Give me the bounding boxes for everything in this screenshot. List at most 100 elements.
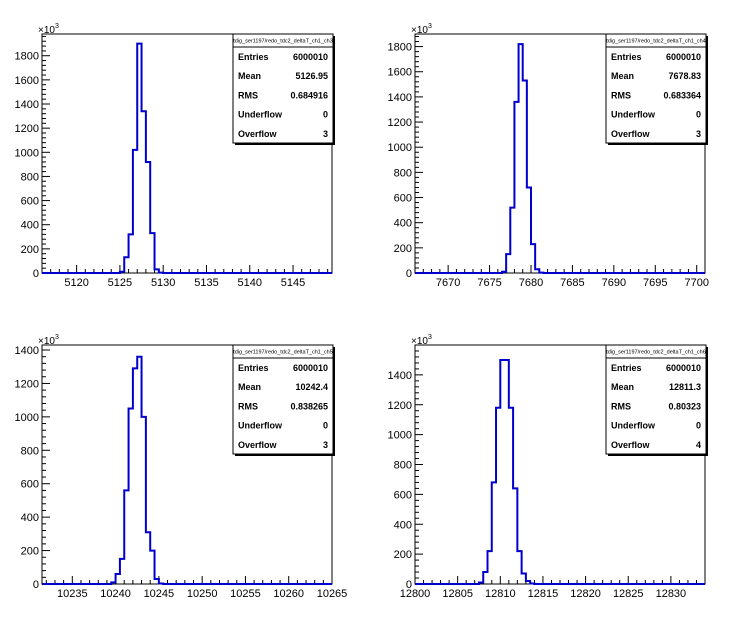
y-tick-label: 1400 bbox=[388, 370, 412, 382]
y-tick-label: 1400 bbox=[388, 92, 412, 104]
x-tick-label: 5130 bbox=[151, 277, 175, 289]
stats-row-label: Entries bbox=[611, 52, 642, 62]
stats-row-value: 12811.3 bbox=[669, 382, 701, 392]
y-tick-label: 600 bbox=[394, 193, 412, 205]
stats-box-shadow-right bbox=[333, 36, 335, 145]
stats-row-label: Mean bbox=[611, 382, 634, 392]
y-tick-label: 1800 bbox=[15, 51, 39, 63]
y-tick-label: 600 bbox=[21, 196, 39, 208]
stats-box: tdig_ser1197/redo_tdc2_deltaT_ch1_ch4 Ent… bbox=[605, 33, 708, 145]
stats-row-value: 10242.4 bbox=[295, 382, 328, 392]
stats-box-title: tdig_ser1197/redo_tdc2_deltaT_ch1_ch4 bbox=[606, 39, 706, 45]
x-tick-label: 7675 bbox=[477, 277, 501, 289]
x-tick-label: 7685 bbox=[560, 277, 584, 289]
stats-row-value: 6000010 bbox=[293, 52, 328, 62]
stats-row-label: Overflow bbox=[611, 129, 651, 139]
y-axis-exponent: ×103 bbox=[38, 23, 59, 36]
y-tick-label: 400 bbox=[21, 512, 39, 524]
y-tick-label: 400 bbox=[21, 220, 39, 232]
x-tick-label: 7670 bbox=[436, 277, 460, 289]
x-tick-label: 7690 bbox=[602, 277, 626, 289]
stats-row-value: 0.80323 bbox=[668, 401, 701, 411]
stats-row-value: 0 bbox=[696, 421, 701, 431]
y-tick-label: 0 bbox=[33, 579, 39, 591]
histogram-series bbox=[415, 43, 705, 274]
y-tick-label: 800 bbox=[394, 167, 412, 179]
histogram-panel-4: 0 200 400 600 800 1000 1200 1400 12800 12805 12810… bbox=[388, 334, 708, 600]
y-tick-label: 1200 bbox=[15, 123, 39, 135]
stats-row-value: 3 bbox=[696, 129, 701, 139]
y-tick-label: 1200 bbox=[388, 400, 412, 412]
stats-row-label: Overflow bbox=[238, 129, 278, 139]
exponent-times: × bbox=[38, 25, 44, 36]
x-tick-label: 7680 bbox=[519, 277, 543, 289]
y-tick-label: 200 bbox=[21, 244, 39, 256]
stats-box-frame bbox=[232, 344, 334, 455]
x-tick-label: 10260 bbox=[273, 588, 304, 600]
exponent-base: 10 bbox=[417, 336, 429, 347]
stats-row-value: 3 bbox=[323, 129, 328, 139]
histogram-series bbox=[415, 358, 705, 585]
stats-row-value: 0.838265 bbox=[290, 401, 328, 411]
y-axis-exponent: ×103 bbox=[411, 334, 432, 347]
stats-box-title: tdig_ser1197/redo_tdc2_deltaT_ch1_ch3 bbox=[233, 39, 333, 45]
x-tick-label: 5140 bbox=[238, 277, 262, 289]
histogram-panel-1: 0 200 400 600 800 1000 1200 1400 1600 1800 5120 512… bbox=[15, 23, 335, 289]
stats-row-value: 6000010 bbox=[666, 363, 701, 373]
stats-box: tdig_ser1197/redo_tdc2_deltaT_ch1_ch3 Ent… bbox=[232, 33, 335, 145]
stats-box-title: tdig_ser1197/redo_tdc2_deltaT_ch1_ch5 bbox=[233, 350, 333, 356]
stats-row-label: RMS bbox=[611, 90, 631, 100]
y-tick-label: 1600 bbox=[388, 67, 412, 79]
stats-row-label: Entries bbox=[238, 363, 269, 373]
stats-box: tdig_ser1197/redo_tdc2_deltaT_ch1_ch5 Ent… bbox=[232, 344, 335, 456]
stats-row-label: Mean bbox=[611, 71, 634, 81]
exponent-base: 10 bbox=[44, 336, 56, 347]
stats-row-label: RMS bbox=[238, 90, 258, 100]
stats-row-value: 0 bbox=[696, 110, 701, 120]
histogram-panel-2: 0 200 400 600 800 1000 1200 1400 1600 1800 7670 767… bbox=[388, 23, 709, 289]
histogram-series bbox=[42, 355, 332, 585]
x-tick-label: 7695 bbox=[643, 277, 667, 289]
stats-row-value: 7678.83 bbox=[668, 71, 701, 81]
x-tick-label: 10255 bbox=[230, 588, 261, 600]
x-tick-label: 10240 bbox=[100, 588, 131, 600]
exponent-power: 3 bbox=[55, 23, 59, 30]
x-tick-label: 12810 bbox=[485, 588, 516, 600]
y-tick-label: 200 bbox=[394, 549, 412, 561]
stats-box-shadow-right bbox=[706, 36, 708, 145]
exponent-base: 10 bbox=[417, 25, 429, 36]
stats-box-frame bbox=[605, 344, 707, 455]
stats-box: tdig_ser1197/redo_tdc2_deltaT_ch1_ch6 Ent… bbox=[605, 344, 708, 456]
exponent-times: × bbox=[411, 25, 417, 36]
y-tick-label: 1200 bbox=[15, 378, 39, 390]
y-tick-label: 200 bbox=[394, 243, 412, 255]
y-tick-label: 600 bbox=[394, 489, 412, 501]
y-tick-label: 800 bbox=[394, 460, 412, 472]
x-tick-label: 5120 bbox=[64, 277, 88, 289]
exponent-power: 3 bbox=[428, 334, 432, 341]
exponent-times: × bbox=[38, 336, 44, 347]
exponent-base: 10 bbox=[44, 25, 56, 36]
stats-row-value: 4 bbox=[696, 440, 701, 450]
exponent-times: × bbox=[411, 336, 417, 347]
y-tick-label: 0 bbox=[406, 268, 412, 280]
stats-row-value: 5126.95 bbox=[295, 71, 328, 81]
stats-row-label: Entries bbox=[238, 52, 269, 62]
exponent-power: 3 bbox=[428, 23, 432, 30]
stats-box-frame bbox=[605, 33, 707, 144]
stats-row-label: Underflow bbox=[611, 110, 656, 120]
histogram-series bbox=[42, 42, 332, 274]
x-tick-label: 12825 bbox=[613, 588, 644, 600]
stats-box-shadow-bottom bbox=[235, 454, 335, 456]
exponent-power: 3 bbox=[55, 334, 59, 341]
y-tick-label: 400 bbox=[394, 519, 412, 531]
x-tick-label: 5145 bbox=[281, 277, 305, 289]
y-tick-label: 1000 bbox=[388, 430, 412, 442]
stats-row-label: Entries bbox=[611, 363, 642, 373]
stats-box-shadow-right bbox=[706, 347, 708, 456]
y-tick-label: 400 bbox=[394, 218, 412, 230]
stats-box-shadow-bottom bbox=[235, 143, 335, 145]
stats-row-label: Underflow bbox=[238, 110, 283, 120]
x-tick-label: 5135 bbox=[194, 277, 218, 289]
